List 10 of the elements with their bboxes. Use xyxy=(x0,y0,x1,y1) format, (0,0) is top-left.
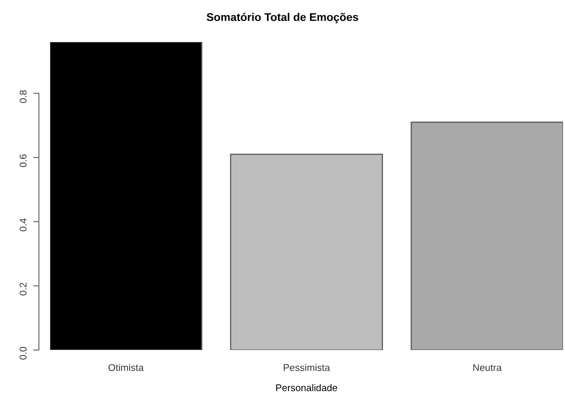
x-tick-label: Pessimista xyxy=(284,364,330,372)
x-tick-label: Neutra xyxy=(473,364,502,372)
x-axis-title: Personalidade xyxy=(276,384,338,392)
y-tick-label: 0.6 xyxy=(20,154,27,168)
x-tick-label: Otimista xyxy=(108,364,144,372)
y-tick-label: 0.4 xyxy=(20,218,27,232)
y-tick-label: 0.2 xyxy=(20,282,27,296)
chart-title: Somatório Total de Emoções xyxy=(206,12,358,24)
y-tick-label: 0.0 xyxy=(20,346,27,360)
y-tick-label: 0.8 xyxy=(20,90,27,103)
